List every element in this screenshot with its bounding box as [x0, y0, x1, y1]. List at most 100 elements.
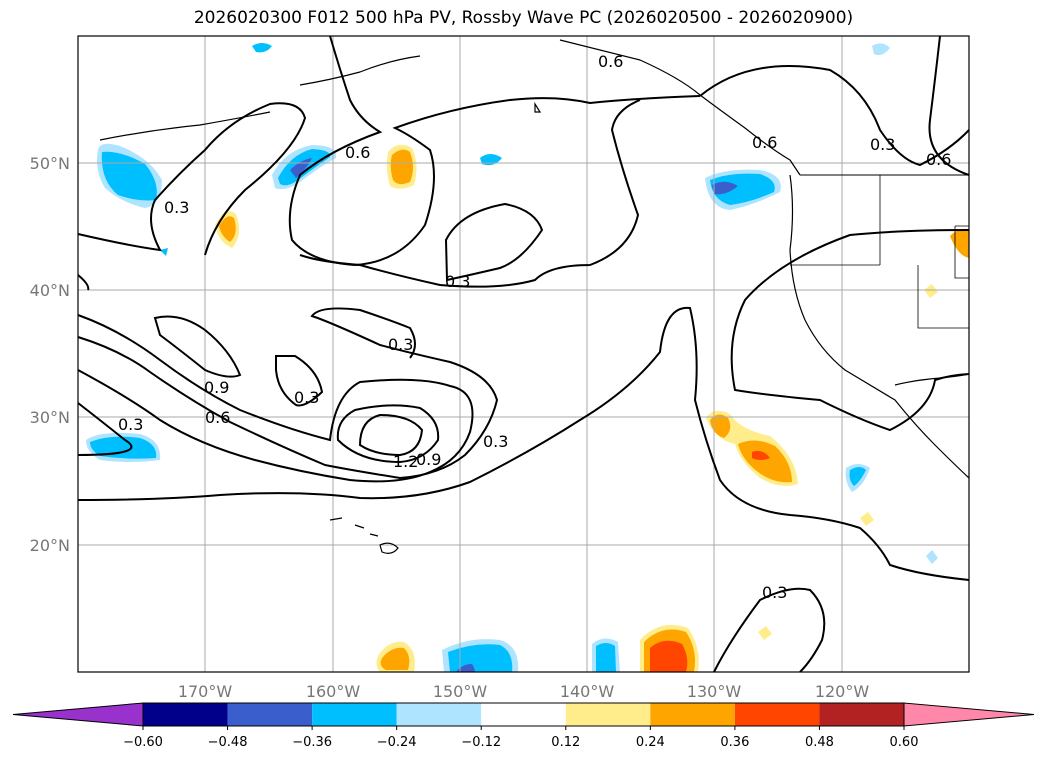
contour-label: 0.3 [445, 272, 470, 291]
colorbar-tick-label: 0.12 [551, 735, 580, 750]
contour-0.3 [444, 202, 544, 282]
pos-anomaly-peak [650, 640, 688, 672]
colorbar-tick-label: 0.36 [720, 735, 749, 750]
colorbar-segment [143, 703, 228, 726]
colorbar-tick-label: 0.60 [890, 735, 919, 750]
island [534, 101, 542, 113]
state-border [917, 265, 969, 329]
colorbar-segment [650, 703, 735, 726]
colorbar: −0.60 −0.48 −0.36 −0.24 −0.12 0.12 0.24 0.36 0.4… [12, 702, 1035, 750]
shaded-anomalies [86, 43, 969, 672]
colorbar-extend-min [12, 702, 144, 727]
lon-label: 150°W [433, 682, 488, 701]
gridlines [78, 36, 969, 672]
neg-anomaly-area [448, 644, 513, 672]
neg-anomaly-area [849, 467, 866, 486]
pos-anomaly-peak [752, 450, 770, 460]
contour-label: 0.6 [598, 52, 623, 71]
colorbar-segment [565, 703, 651, 726]
pos-anomaly-core [390, 149, 413, 185]
map-border [77, 35, 970, 673]
colorbar-tick-label: 0.24 [636, 735, 665, 750]
contour-label: 0.3 [762, 583, 787, 602]
lon-label: 140°W [560, 682, 615, 701]
pos-anomaly-core [738, 440, 792, 483]
neg-anomaly-area [480, 154, 502, 166]
colorbar-tick-label: −0.36 [292, 735, 332, 750]
colorbar-extend-max [903, 702, 1035, 727]
contour-0.6 [288, 35, 701, 267]
contour-0.3 [713, 587, 826, 673]
colorbar-tick-label: −0.48 [208, 735, 248, 750]
contour-0.3 [77, 306, 970, 581]
colorbar-segment [734, 703, 820, 726]
colorbar-segment [481, 703, 566, 726]
map-frame-bg [78, 36, 969, 672]
contour-label: 0.3 [164, 198, 189, 217]
neg-anomaly-area [596, 643, 616, 672]
hawaii-islands [329, 517, 379, 537]
contour-0.3 [275, 355, 324, 407]
contours [77, 35, 970, 673]
lon-label: 170°W [178, 682, 233, 701]
pos-anomaly-area [860, 512, 874, 526]
contour-0.6 [77, 307, 499, 480]
colorbar-segment [819, 703, 904, 726]
contour-0.6 [928, 35, 970, 176]
neg-anomaly-area [926, 550, 938, 564]
contour-labels: 0.6 0.6 0.3 0.6 0.3 0.3 0.3 0.9 0.6 0.3 … [118, 52, 951, 602]
contour-label: 0.3 [870, 135, 895, 154]
state-border [954, 225, 969, 279]
lat-label: 50°N [30, 154, 70, 173]
contour-0.3 [77, 102, 307, 256]
colorbar-segment [227, 703, 313, 726]
contour-label: 0.9 [204, 378, 229, 397]
contour-0.3 [77, 402, 133, 456]
neg-anomaly-core [456, 664, 475, 672]
contour-0.3 [730, 229, 970, 432]
hawaii-island [379, 542, 399, 554]
lon-label: 130°W [687, 682, 742, 701]
contour-label: 0.9 [416, 450, 441, 469]
pos-anomaly-core [710, 414, 731, 438]
lon-label: 120°W [815, 682, 870, 701]
contour-0.3 [699, 65, 970, 167]
contour-label: 1.2 [393, 452, 418, 471]
neg-anomaly-core [712, 181, 738, 195]
contour-label: 0.6 [205, 408, 230, 427]
lat-label: 30°N [30, 408, 70, 427]
neg-anomaly-area [101, 151, 157, 201]
colorbar-border [142, 702, 905, 727]
colorbar-tick-label: −0.24 [377, 735, 417, 750]
neg-anomaly-area [872, 43, 890, 56]
contour-0.9 [153, 315, 242, 378]
colorbar-tick-label: 0.48 [805, 735, 834, 750]
neg-anomaly-area [160, 248, 168, 256]
contour-label: 0.6 [345, 143, 370, 162]
contour-0.9 [77, 274, 474, 483]
neg-anomaly-area [710, 173, 775, 205]
colorbar-segment [396, 703, 482, 726]
map-title: 2026020300 F012 500 hPa PV, Rossby Wave … [193, 8, 854, 28]
pos-anomaly-area [758, 626, 772, 640]
colorbar-tick-label: −0.12 [461, 735, 501, 750]
lat-labels: 50°N 40°N 30°N 20°N [30, 154, 70, 555]
contour-1.2 [336, 404, 440, 464]
lat-label: 20°N [30, 536, 70, 555]
contour-label: 0.3 [483, 432, 508, 451]
colorbar-tick-label: −0.60 [123, 735, 163, 750]
pos-anomaly-area [924, 284, 938, 298]
north-america-coast [789, 174, 970, 479]
contour-label: 0.3 [294, 388, 319, 407]
contour-label: 0.6 [752, 133, 777, 152]
pos-anomaly-core [380, 647, 410, 670]
lon-label: 160°W [306, 682, 361, 701]
alaska-coast [299, 55, 421, 86]
contour-1.2-inner [358, 413, 424, 457]
colorbar-segment [312, 703, 397, 726]
lon-labels: 170°W 160°W 150°W 140°W 130°W 120°W [178, 682, 870, 701]
aleutian-coast [99, 111, 271, 141]
contour-0.3 [299, 99, 641, 288]
contour-label: 0.3 [118, 415, 143, 434]
